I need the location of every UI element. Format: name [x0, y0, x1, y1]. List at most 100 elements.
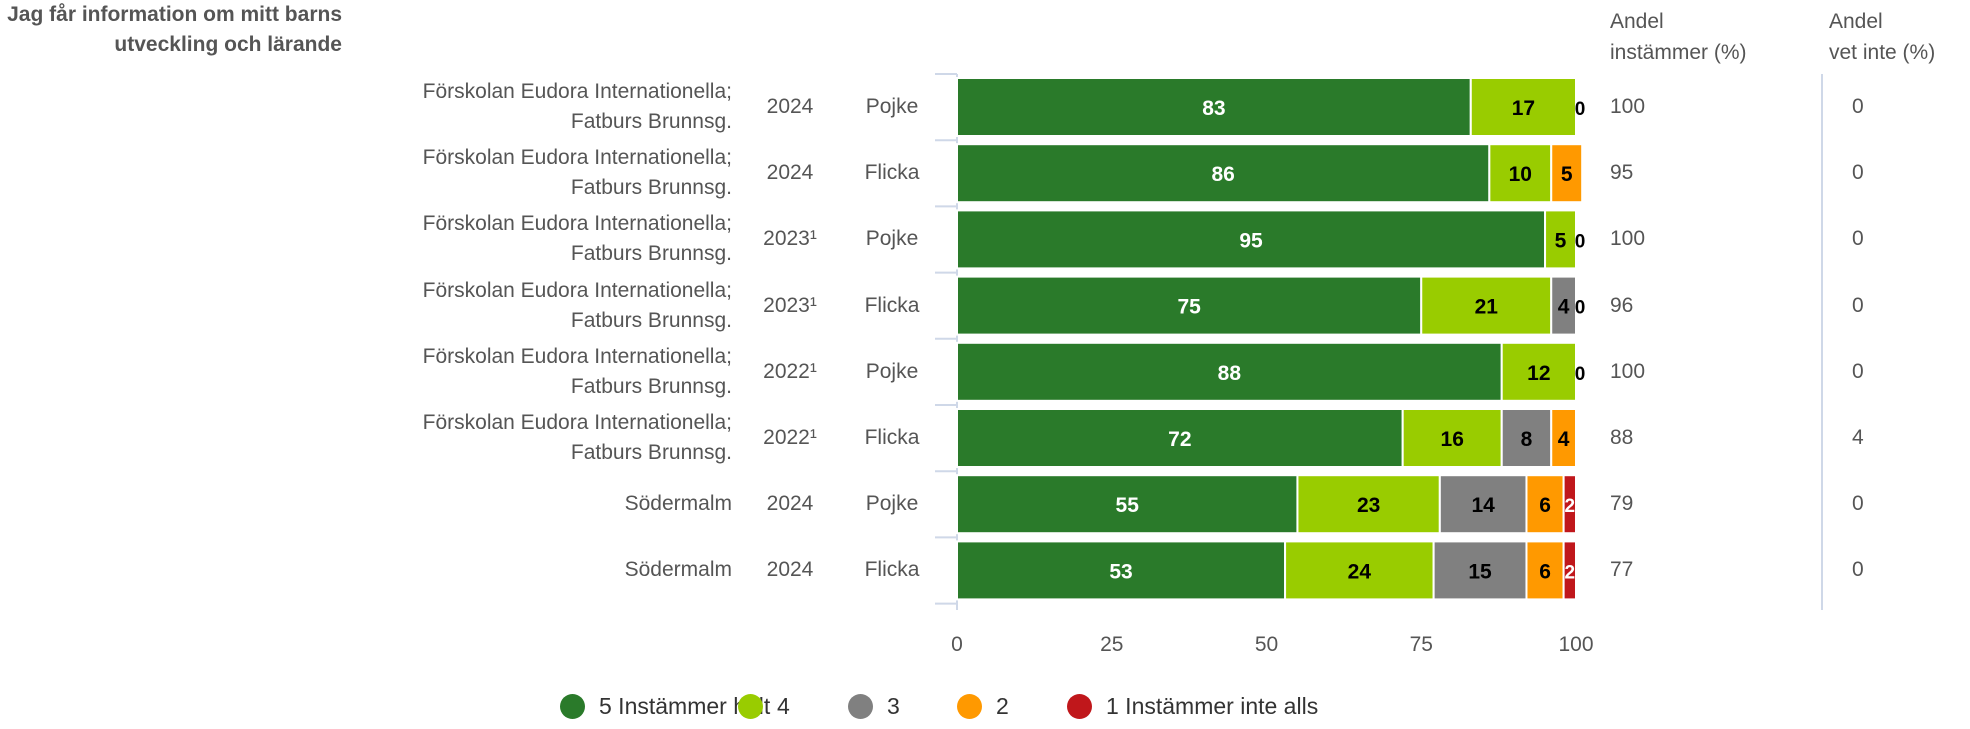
data-label: 75	[1177, 296, 1201, 319]
bar-segment[interactable]	[1500, 341, 1577, 402]
school-label: Förskolan Eudora Internationella; Fatburs…	[300, 342, 732, 402]
agree-header-line2: instämmer (%)	[1610, 41, 1747, 64]
legend-item[interactable]: 4	[738, 693, 790, 720]
bar-segment[interactable]	[1544, 209, 1578, 270]
andel-instammer-value: 100	[1610, 227, 1646, 251]
bar-segment[interactable]	[956, 341, 1503, 402]
data-label: 95	[1239, 229, 1263, 252]
school-label: Södermalm	[624, 558, 732, 582]
data-label: 21	[1475, 296, 1499, 319]
data-label: 53	[1109, 560, 1132, 583]
bar-segment[interactable]	[1550, 275, 1577, 336]
andel-instammer-value: 77	[1610, 558, 1634, 582]
data-label: 12	[1527, 362, 1550, 385]
year-label: 2022¹	[763, 359, 817, 383]
andel-instammer-value: 100	[1610, 95, 1646, 118]
school-label-line1: Förskolan Eudora Internationella;	[422, 212, 732, 236]
gender-label: Pojke	[865, 492, 919, 516]
legend-dot-icon	[738, 694, 763, 719]
school-label-line2: Fatburs Brunnsg.	[570, 176, 732, 200]
data-label: 0	[1575, 364, 1586, 385]
data-label: 24	[1348, 560, 1372, 583]
data-label: 16	[1441, 428, 1464, 451]
gender-label: Flicka	[864, 293, 920, 317]
bar-segment[interactable]	[956, 143, 1491, 204]
data-label: 86	[1211, 163, 1234, 186]
bar-segment[interactable]	[1438, 474, 1528, 535]
andel-instammer-value: 95	[1610, 161, 1634, 185]
andel-vet-inte-value: 0	[1852, 95, 1864, 118]
x-tick-label: 100	[1558, 633, 1593, 656]
bar-segment[interactable]	[1488, 143, 1553, 204]
legend-item[interactable]: 1 Instämmer inte alls	[1067, 693, 1318, 720]
school-label: Förskolan Eudora Internationella; Fatburs…	[300, 209, 732, 269]
data-label: 0	[1575, 298, 1586, 319]
gender-label: Flicka	[864, 558, 920, 582]
bar-segment[interactable]	[1562, 540, 1577, 601]
data-label: 8	[1521, 428, 1533, 451]
gender-label: Flicka	[864, 161, 920, 185]
agree-header: Andel instämmer (%)	[1610, 6, 1747, 68]
bar-segment[interactable]	[1469, 77, 1578, 137]
data-label: 5	[1555, 229, 1567, 252]
legend-dot-icon	[848, 694, 873, 719]
data-label: 6	[1539, 560, 1551, 583]
andel-instammer-value: 79	[1610, 492, 1634, 516]
school-label-line1: Förskolan Eudora Internationella;	[422, 146, 732, 170]
legend-dot-icon	[560, 694, 585, 719]
andel-vet-inte-value: 0	[1852, 227, 1864, 251]
school-label: Förskolan Eudora Internationella; Fatburs…	[300, 408, 732, 468]
andel-vet-inte-value: 0	[1852, 558, 1864, 582]
bar-segment[interactable]	[1420, 275, 1553, 336]
school-label: Södermalm	[624, 492, 732, 516]
data-label: 55	[1116, 494, 1140, 517]
andel-instammer-value: 88	[1610, 426, 1634, 449]
legend-label: 2	[996, 693, 1009, 719]
gender-label: Pojke	[865, 227, 919, 251]
andel-vet-inte-value: 0	[1852, 293, 1864, 317]
data-label: 15	[1468, 560, 1492, 583]
bar-segment[interactable]	[956, 275, 1423, 336]
legend-label: 3	[887, 693, 900, 719]
data-label: 5	[1561, 163, 1573, 186]
bar-segment[interactable]	[1500, 408, 1553, 468]
bar-segment[interactable]	[956, 408, 1404, 468]
data-label: 83	[1202, 97, 1225, 120]
x-tick-label: 0	[951, 633, 963, 656]
bar-segment[interactable]	[956, 540, 1287, 601]
question-label: Jag får information om mitt barns utveck…	[7, 3, 342, 56]
data-label: 0	[1575, 99, 1586, 120]
x-tick-label: 25	[1100, 633, 1123, 656]
school-label: Förskolan Eudora Internationella; Fatburs…	[300, 77, 732, 137]
data-label: 72	[1168, 428, 1191, 451]
legend-label: 4	[777, 693, 790, 719]
data-label: 0	[1575, 231, 1586, 252]
bar-segment[interactable]	[1562, 474, 1577, 535]
legend: 5 Instämmer helt 4 3 2 1 Instämmer inte alls	[0, 693, 1970, 729]
bar-segment[interactable]	[1550, 408, 1577, 468]
data-label: 88	[1218, 362, 1242, 385]
school-label: Förskolan Eudora Internationella; Fatburs…	[300, 276, 732, 336]
data-label: 14	[1471, 494, 1495, 517]
school-label-line2: Fatburs Brunnsg.	[570, 110, 732, 133]
x-tick-label: 75	[1410, 633, 1433, 656]
bar-segment[interactable]	[956, 209, 1547, 270]
andel-instammer-value: 96	[1610, 293, 1634, 317]
data-label: 4	[1558, 428, 1570, 451]
school-label-line1: Förskolan Eudora Internationella;	[422, 80, 732, 103]
bar-segment[interactable]	[956, 77, 1472, 137]
legend-label: 1 Instämmer inte alls	[1106, 693, 1319, 719]
bar-segment[interactable]	[1525, 540, 1565, 601]
bar-segment[interactable]	[1284, 540, 1435, 601]
bar-segment[interactable]	[956, 474, 1299, 535]
bar-segment[interactable]	[1550, 143, 1584, 204]
legend-item[interactable]: 2	[957, 693, 1009, 720]
school-label-line1: Förskolan Eudora Internationella;	[422, 344, 732, 368]
data-label: 4	[1558, 296, 1570, 319]
dontknow-header: Andel vet inte (%)	[1829, 6, 1935, 68]
data-label: 17	[1512, 97, 1535, 120]
gender-label: Pojke	[865, 95, 919, 118]
data-label: 6	[1539, 494, 1551, 517]
legend-item[interactable]: 3	[848, 693, 900, 720]
bar-segment[interactable]	[1432, 540, 1528, 601]
